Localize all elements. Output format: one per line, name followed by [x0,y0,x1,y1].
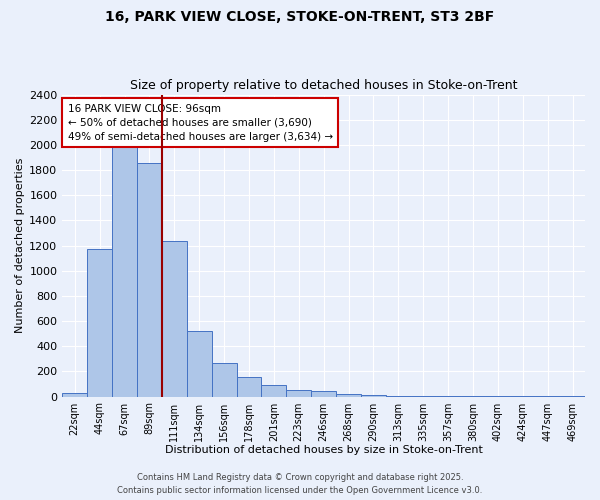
Text: 16 PARK VIEW CLOSE: 96sqm
← 50% of detached houses are smaller (3,690)
49% of se: 16 PARK VIEW CLOSE: 96sqm ← 50% of detac… [68,104,332,142]
Title: Size of property relative to detached houses in Stoke-on-Trent: Size of property relative to detached ho… [130,79,517,92]
Text: Contains HM Land Registry data © Crown copyright and database right 2025.
Contai: Contains HM Land Registry data © Crown c… [118,474,482,495]
Bar [361,395,386,396]
Bar [87,250,112,396]
Y-axis label: Number of detached properties: Number of detached properties [15,158,25,334]
Bar [137,162,162,396]
Bar [311,391,336,396]
Bar [187,330,212,396]
Bar [286,390,311,396]
X-axis label: Distribution of detached houses by size in Stoke-on-Trent: Distribution of detached houses by size … [165,445,482,455]
Bar [212,362,236,396]
Bar [262,386,286,396]
Bar [112,146,137,397]
Bar [62,394,87,396]
Bar [162,240,187,396]
Bar [236,377,262,396]
Bar [336,394,361,396]
Text: 16, PARK VIEW CLOSE, STOKE-ON-TRENT, ST3 2BF: 16, PARK VIEW CLOSE, STOKE-ON-TRENT, ST3… [106,10,494,24]
